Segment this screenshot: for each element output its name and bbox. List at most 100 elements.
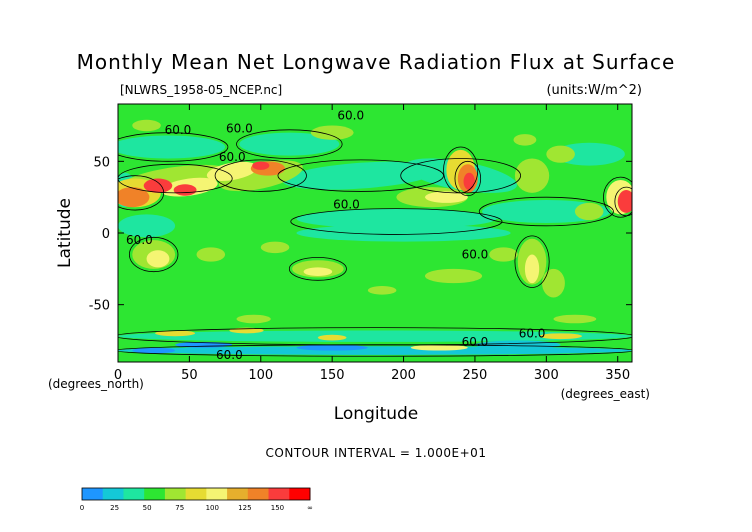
contour-interval-text: CONTOUR INTERVAL = 1.000E+01 — [266, 446, 487, 460]
field-blob — [424, 268, 483, 284]
field-blob — [539, 333, 583, 340]
colorbar-segment — [206, 488, 228, 500]
colorbar-segment — [102, 488, 124, 500]
x-tick-label: 300 — [534, 368, 559, 383]
contour-label: 60.0 — [165, 123, 192, 137]
contour-line — [514, 235, 550, 288]
contour-line — [118, 132, 229, 162]
x-units-label: (degrees_east) — [561, 387, 650, 401]
contour-label: 60.0 — [219, 150, 246, 164]
colorbar-frame — [81, 487, 311, 501]
y-units-label: (degrees_north) — [48, 377, 144, 391]
contour-label: 60.0 — [337, 108, 364, 122]
colorbar-segment — [144, 488, 166, 500]
units-label: (units:W/m^2) — [546, 83, 642, 98]
colorbar-segment — [123, 488, 145, 500]
x-axis-label: Longitude — [334, 404, 419, 424]
field-blob — [118, 135, 226, 159]
contour-line — [129, 236, 179, 273]
colorbar-tick-label: 150 — [271, 504, 284, 512]
colorbar-tick-label: 50 — [143, 504, 152, 512]
field-blob — [463, 172, 475, 190]
x-tick-label: 350 — [605, 368, 630, 383]
field-blob — [524, 254, 540, 284]
contour-line — [214, 159, 307, 192]
field-blob — [296, 344, 368, 351]
field-blobs — [118, 119, 632, 355]
colorbar-segment — [164, 488, 187, 500]
y-tick-label: -50 — [89, 299, 110, 314]
field-blob — [239, 132, 340, 156]
colorbar: 0 25 50 75 100 125 150 ∞ — [80, 487, 313, 512]
contour-label: 60.0 — [216, 348, 243, 362]
contour-label: 60.0 — [226, 121, 253, 135]
field-blob — [617, 190, 632, 213]
contour-line — [277, 159, 444, 192]
contour-line — [118, 344, 632, 357]
field-blob — [236, 314, 271, 324]
contour-label: 60.0 — [462, 248, 489, 262]
field-blob — [143, 178, 173, 193]
field-blob — [542, 268, 565, 298]
field-blob — [282, 161, 440, 190]
field-blob — [173, 184, 197, 196]
field-blob — [118, 214, 176, 238]
field-blob — [424, 191, 468, 203]
field-blob — [513, 134, 537, 146]
x-tick-label: 200 — [391, 368, 416, 383]
field-blob — [118, 187, 150, 208]
contour-label: 60.0 — [333, 197, 360, 211]
field-blob — [296, 208, 497, 229]
field-blob — [196, 247, 226, 262]
field-blob — [146, 250, 170, 268]
y-tick-label: 50 — [93, 155, 110, 170]
colorbar-segment — [185, 488, 207, 500]
plot-area: 60.0 60.060.060.060.060.060.060.060.060.0… — [89, 103, 633, 383]
colorbar-segment — [247, 488, 270, 500]
x-tick-label: 250 — [463, 368, 488, 383]
contour-label: 60.0 — [126, 233, 153, 247]
contour-line — [118, 175, 165, 211]
colorbar-tick-label: 75 — [175, 504, 184, 512]
x-tick-label: 0 — [114, 368, 122, 383]
colorbar-tick-label: 100 — [206, 504, 219, 512]
y-axis-label: Latitude — [55, 198, 75, 268]
colorbar-tick-label: ∞ — [307, 504, 313, 512]
field-blob — [132, 347, 176, 354]
y-tick-label: 0 — [102, 227, 110, 242]
field-blob — [303, 267, 333, 277]
field-blob — [367, 286, 397, 295]
colorbar-segment — [268, 488, 290, 500]
file-label: [NLWRS_1958-05_NCEP.nc] — [120, 83, 282, 97]
contour-line — [603, 176, 632, 218]
field-blob — [155, 330, 196, 337]
colorbar-tick-label: 25 — [110, 504, 119, 512]
contour-labels: 60.0 60.0 60.0 60.0 60.0 60.0 60.0 60.0 60.0 60.0 — [126, 108, 545, 361]
field-blob — [546, 145, 575, 163]
x-tick-label: 150 — [320, 368, 345, 383]
field-blob — [514, 158, 550, 193]
contour-line — [118, 163, 233, 194]
contour-line — [478, 196, 614, 227]
colorbar-segment — [227, 488, 249, 500]
contour-lines — [118, 129, 632, 357]
axis-ticks: 0 50 100 150 200 250 300 350 50 0 -50 — [89, 104, 632, 383]
field-blob — [482, 200, 611, 223]
field-blob — [132, 119, 161, 132]
field-blob — [553, 142, 625, 166]
field-blob — [206, 161, 258, 181]
field-blob — [252, 161, 270, 170]
colorbar-tick-label: 0 — [80, 504, 84, 512]
colorbar-segment — [289, 488, 311, 500]
field-blob — [553, 314, 597, 324]
x-tick-label: 100 — [248, 368, 273, 383]
field-blob — [118, 330, 632, 342]
field-blob — [310, 125, 354, 140]
field-blob — [410, 344, 468, 351]
field-blob — [317, 334, 347, 341]
contour-line — [454, 160, 482, 197]
contour-line — [288, 256, 347, 281]
contour-line — [290, 208, 503, 235]
field-blob — [296, 224, 511, 242]
